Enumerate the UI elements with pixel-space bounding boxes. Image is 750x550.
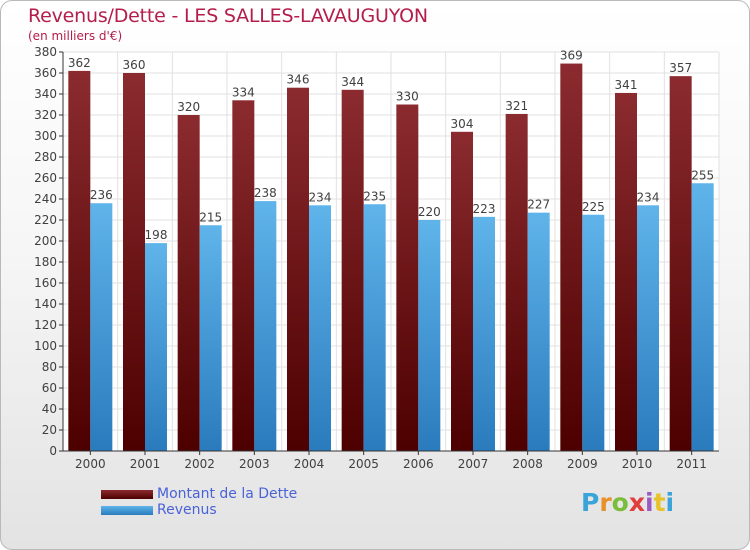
y-tick-label: 0 [49, 444, 57, 458]
x-tick-label: 2009 [567, 457, 598, 471]
x-tick-label: 2005 [348, 457, 379, 471]
bar-dette [560, 63, 583, 452]
legend-swatch-revenus [101, 506, 153, 515]
x-tick-label: 2004 [294, 457, 325, 471]
data-label-revenus: 238 [254, 186, 277, 200]
data-label-dette: 344 [341, 75, 364, 89]
bar-revenus [254, 201, 277, 451]
data-label-dette: 357 [669, 61, 692, 75]
logo-letter: x [628, 488, 645, 517]
bar-revenus [199, 225, 222, 451]
data-label-revenus: 235 [363, 189, 386, 203]
data-label-revenus: 236 [90, 188, 113, 202]
bar-dette [177, 115, 200, 451]
x-tick-label: 2006 [403, 457, 434, 471]
bar-revenus [473, 216, 495, 451]
y-tick-label: 340 [34, 87, 57, 101]
y-tick-label: 20 [42, 423, 57, 437]
bar-revenus [363, 204, 386, 451]
data-label-revenus: 227 [527, 198, 550, 212]
y-tick-label: 260 [34, 171, 57, 185]
bar-dette [615, 92, 637, 451]
logo-letter: i [645, 488, 654, 517]
data-label-revenus: 223 [473, 202, 496, 216]
y-tick-label: 360 [34, 66, 57, 80]
data-label-revenus: 225 [582, 200, 605, 214]
data-label-revenus: 234 [309, 190, 332, 204]
data-label-dette: 360 [123, 58, 146, 72]
y-tick-label: 300 [34, 129, 57, 143]
bar-dette [669, 76, 692, 452]
legend-label-revenus: Revenus [157, 502, 217, 518]
y-tick-label: 100 [34, 339, 57, 353]
bar-revenus [637, 205, 659, 451]
data-label-dette: 320 [177, 100, 200, 114]
bar-dette [341, 89, 364, 452]
x-tick-label: 2011 [676, 457, 707, 471]
bar-dette [232, 100, 255, 452]
logo-letter: o [611, 488, 629, 517]
y-tick-label: 380 [34, 45, 57, 59]
x-tick-label: 2008 [512, 457, 543, 471]
logo-letter: i [665, 488, 675, 517]
data-label-dette: 341 [615, 78, 638, 92]
data-label-dette: 346 [287, 73, 310, 87]
bar-dette [68, 70, 91, 452]
y-tick-label: 240 [34, 192, 57, 206]
logo-letter: P [581, 488, 600, 517]
bar-revenus [90, 203, 113, 451]
x-tick-label: 2003 [239, 457, 270, 471]
bar-dette [287, 87, 309, 451]
bar-revenus [527, 212, 550, 451]
proxiti-logo: Proxiti [581, 488, 674, 517]
bar-revenus [691, 183, 714, 451]
bar-dette [123, 73, 145, 451]
chart-subtitle: (en milliers d'€) [28, 29, 123, 43]
y-tick-label: 40 [42, 402, 57, 416]
y-tick-label: 320 [34, 108, 57, 122]
data-label-dette: 330 [396, 90, 419, 104]
bar-dette [396, 104, 419, 451]
data-label-dette: 362 [68, 56, 91, 70]
y-tick-label: 160 [34, 276, 57, 290]
y-tick-label: 280 [34, 150, 57, 164]
data-label-dette: 304 [451, 117, 474, 131]
data-label-revenus: 215 [199, 210, 222, 224]
x-tick-label: 2007 [458, 457, 489, 471]
data-label-dette: 321 [505, 99, 528, 113]
x-tick-label: 2000 [75, 457, 106, 471]
legend-swatch-dette [101, 490, 153, 499]
x-tick-label: 2002 [184, 457, 215, 471]
y-tick-label: 80 [42, 360, 57, 374]
data-label-dette: 334 [232, 85, 255, 99]
y-tick-label: 200 [34, 234, 57, 248]
bar-revenus [418, 220, 441, 451]
data-label-revenus: 255 [691, 168, 714, 182]
x-tick-label: 2010 [622, 457, 653, 471]
bar-revenus [145, 243, 167, 451]
bar-revenus [309, 205, 331, 451]
logo-letter: t [653, 488, 666, 517]
y-tick-label: 220 [34, 213, 57, 227]
bar-dette [505, 113, 528, 451]
data-label-revenus: 220 [418, 205, 441, 219]
data-label-revenus: 198 [145, 228, 168, 242]
bar-dette [451, 131, 473, 452]
legend-label-dette: Montant de la Dette [157, 486, 298, 502]
x-tick-label: 2001 [130, 457, 161, 471]
data-label-revenus: 234 [637, 190, 660, 204]
data-label-dette: 369 [560, 49, 583, 63]
y-tick-label: 60 [42, 381, 57, 395]
y-tick-label: 140 [34, 297, 57, 311]
bar-revenus [582, 214, 605, 451]
logo-letter: r [599, 488, 612, 517]
y-tick-label: 120 [34, 318, 57, 332]
y-tick-label: 180 [34, 255, 57, 269]
chart-title: Revenus/Dette - LES SALLES-LAVAUGUYON [28, 5, 428, 27]
